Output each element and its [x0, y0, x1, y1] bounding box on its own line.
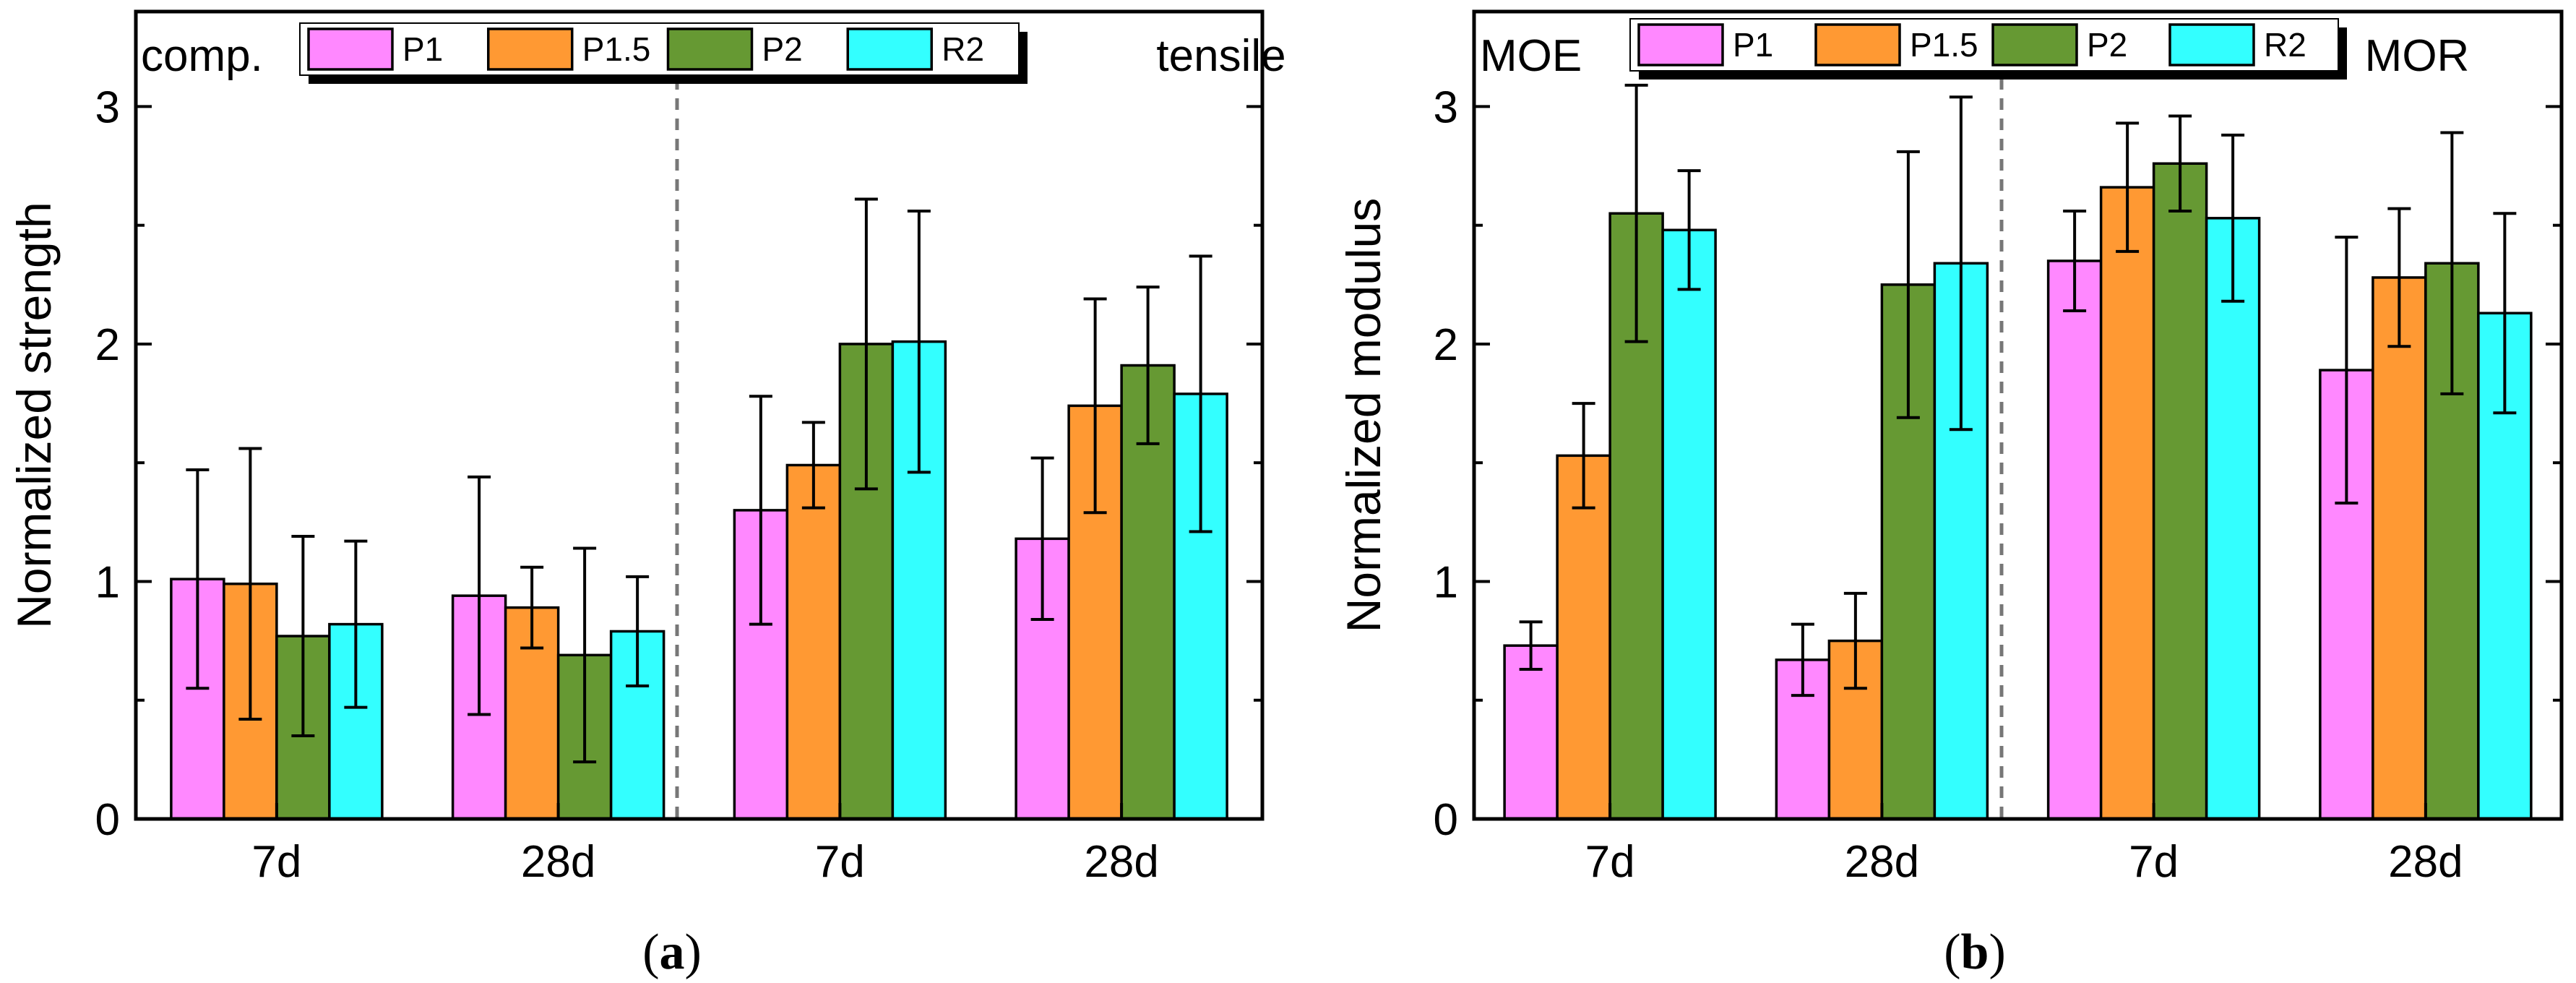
region-label-left: MOE: [1480, 31, 1582, 81]
x-tick-label: 28d: [2388, 837, 2463, 887]
legend-swatch-R2: [2168, 23, 2255, 66]
plot-frame: [1472, 9, 2564, 821]
x-tick-label: 7d: [251, 837, 301, 887]
y-tick-label: 0: [95, 795, 120, 845]
legend-label: R2: [2264, 26, 2306, 64]
y-tick-label: 1: [1434, 557, 1458, 607]
region-label-right: tensile: [1156, 31, 1285, 81]
x-tick-label: 7d: [815, 837, 865, 887]
bar-P2-3: [2152, 162, 2208, 820]
panel-caption-close: ): [685, 924, 702, 980]
y-tick-label: 0: [1434, 795, 1458, 845]
x-tick-label: 7d: [2129, 837, 2179, 887]
legend-label: P1.5: [1910, 26, 1978, 64]
bar-P1-1: [1503, 644, 1559, 820]
legend-label: R2: [942, 30, 984, 68]
panel-caption: (a): [642, 924, 702, 980]
legend-swatch-P1.5: [1814, 23, 1901, 66]
panel-caption-close: ): [1989, 924, 2005, 980]
x-tick-label: 7d: [1585, 837, 1635, 887]
legend-label: P2: [2087, 26, 2127, 64]
legend-label: P2: [762, 30, 803, 68]
legend-swatch-R2: [846, 27, 933, 71]
legend-swatch-P1: [307, 27, 394, 71]
plot-frame: [134, 9, 1265, 821]
bar-P1.5-4: [2372, 276, 2427, 820]
panel-caption-open: (: [642, 924, 659, 980]
y-axis-label: Normalized strength: [7, 202, 61, 629]
y-tick-label: 2: [95, 320, 120, 370]
y-tick-label: 2: [1434, 320, 1458, 370]
x-tick-label: 28d: [1084, 837, 1158, 887]
legend-swatch-P1: [1637, 23, 1724, 66]
legend-label: P1.5: [582, 30, 651, 68]
legend-swatch-P2: [666, 27, 754, 71]
y-tick-label: 1: [95, 557, 120, 607]
bar-R2-1: [1661, 228, 1717, 820]
legend-swatch-P2: [1991, 23, 2078, 66]
legend: P1 P1.5 P2 R2: [299, 22, 1028, 84]
region-label-left: comp.: [141, 31, 263, 81]
y-axis-label: Normalized modulus: [1337, 198, 1390, 633]
y-tick-label: 3: [1434, 82, 1458, 132]
bar-P1-3: [2046, 259, 2103, 820]
legend: P1 P1.5 P2 R2: [1629, 18, 2347, 80]
chart-panel-a: 0 1 2 3 7d 28d 7d 28d Normalized strength comp. te…: [7, 9, 1286, 980]
legend-swatch-P1.5: [487, 27, 574, 71]
panel-caption: (b): [1944, 924, 2006, 980]
bar-P1.5-3: [2099, 186, 2155, 820]
x-tick-label: 28d: [521, 837, 595, 887]
bar-R2-3: [2205, 217, 2261, 820]
legend-label: P1: [402, 30, 443, 68]
legend-label: P1: [1733, 26, 1773, 64]
x-tick-label: 28d: [1845, 837, 1919, 887]
panel-caption-letter: a: [660, 924, 685, 980]
bar-P1.5-3: [785, 463, 842, 820]
panel-caption-letter: b: [1961, 924, 1989, 980]
y-tick-label: 3: [95, 82, 120, 132]
region-label-right: MOR: [2365, 31, 2470, 81]
bar-P1.5-1: [1556, 454, 1611, 820]
chart-panel-b: 0 1 2 3 7d 28d 7d 28d Normalized modulus MOE MOR P1…: [1337, 9, 2564, 980]
panel-caption-open: (: [1944, 924, 1960, 980]
